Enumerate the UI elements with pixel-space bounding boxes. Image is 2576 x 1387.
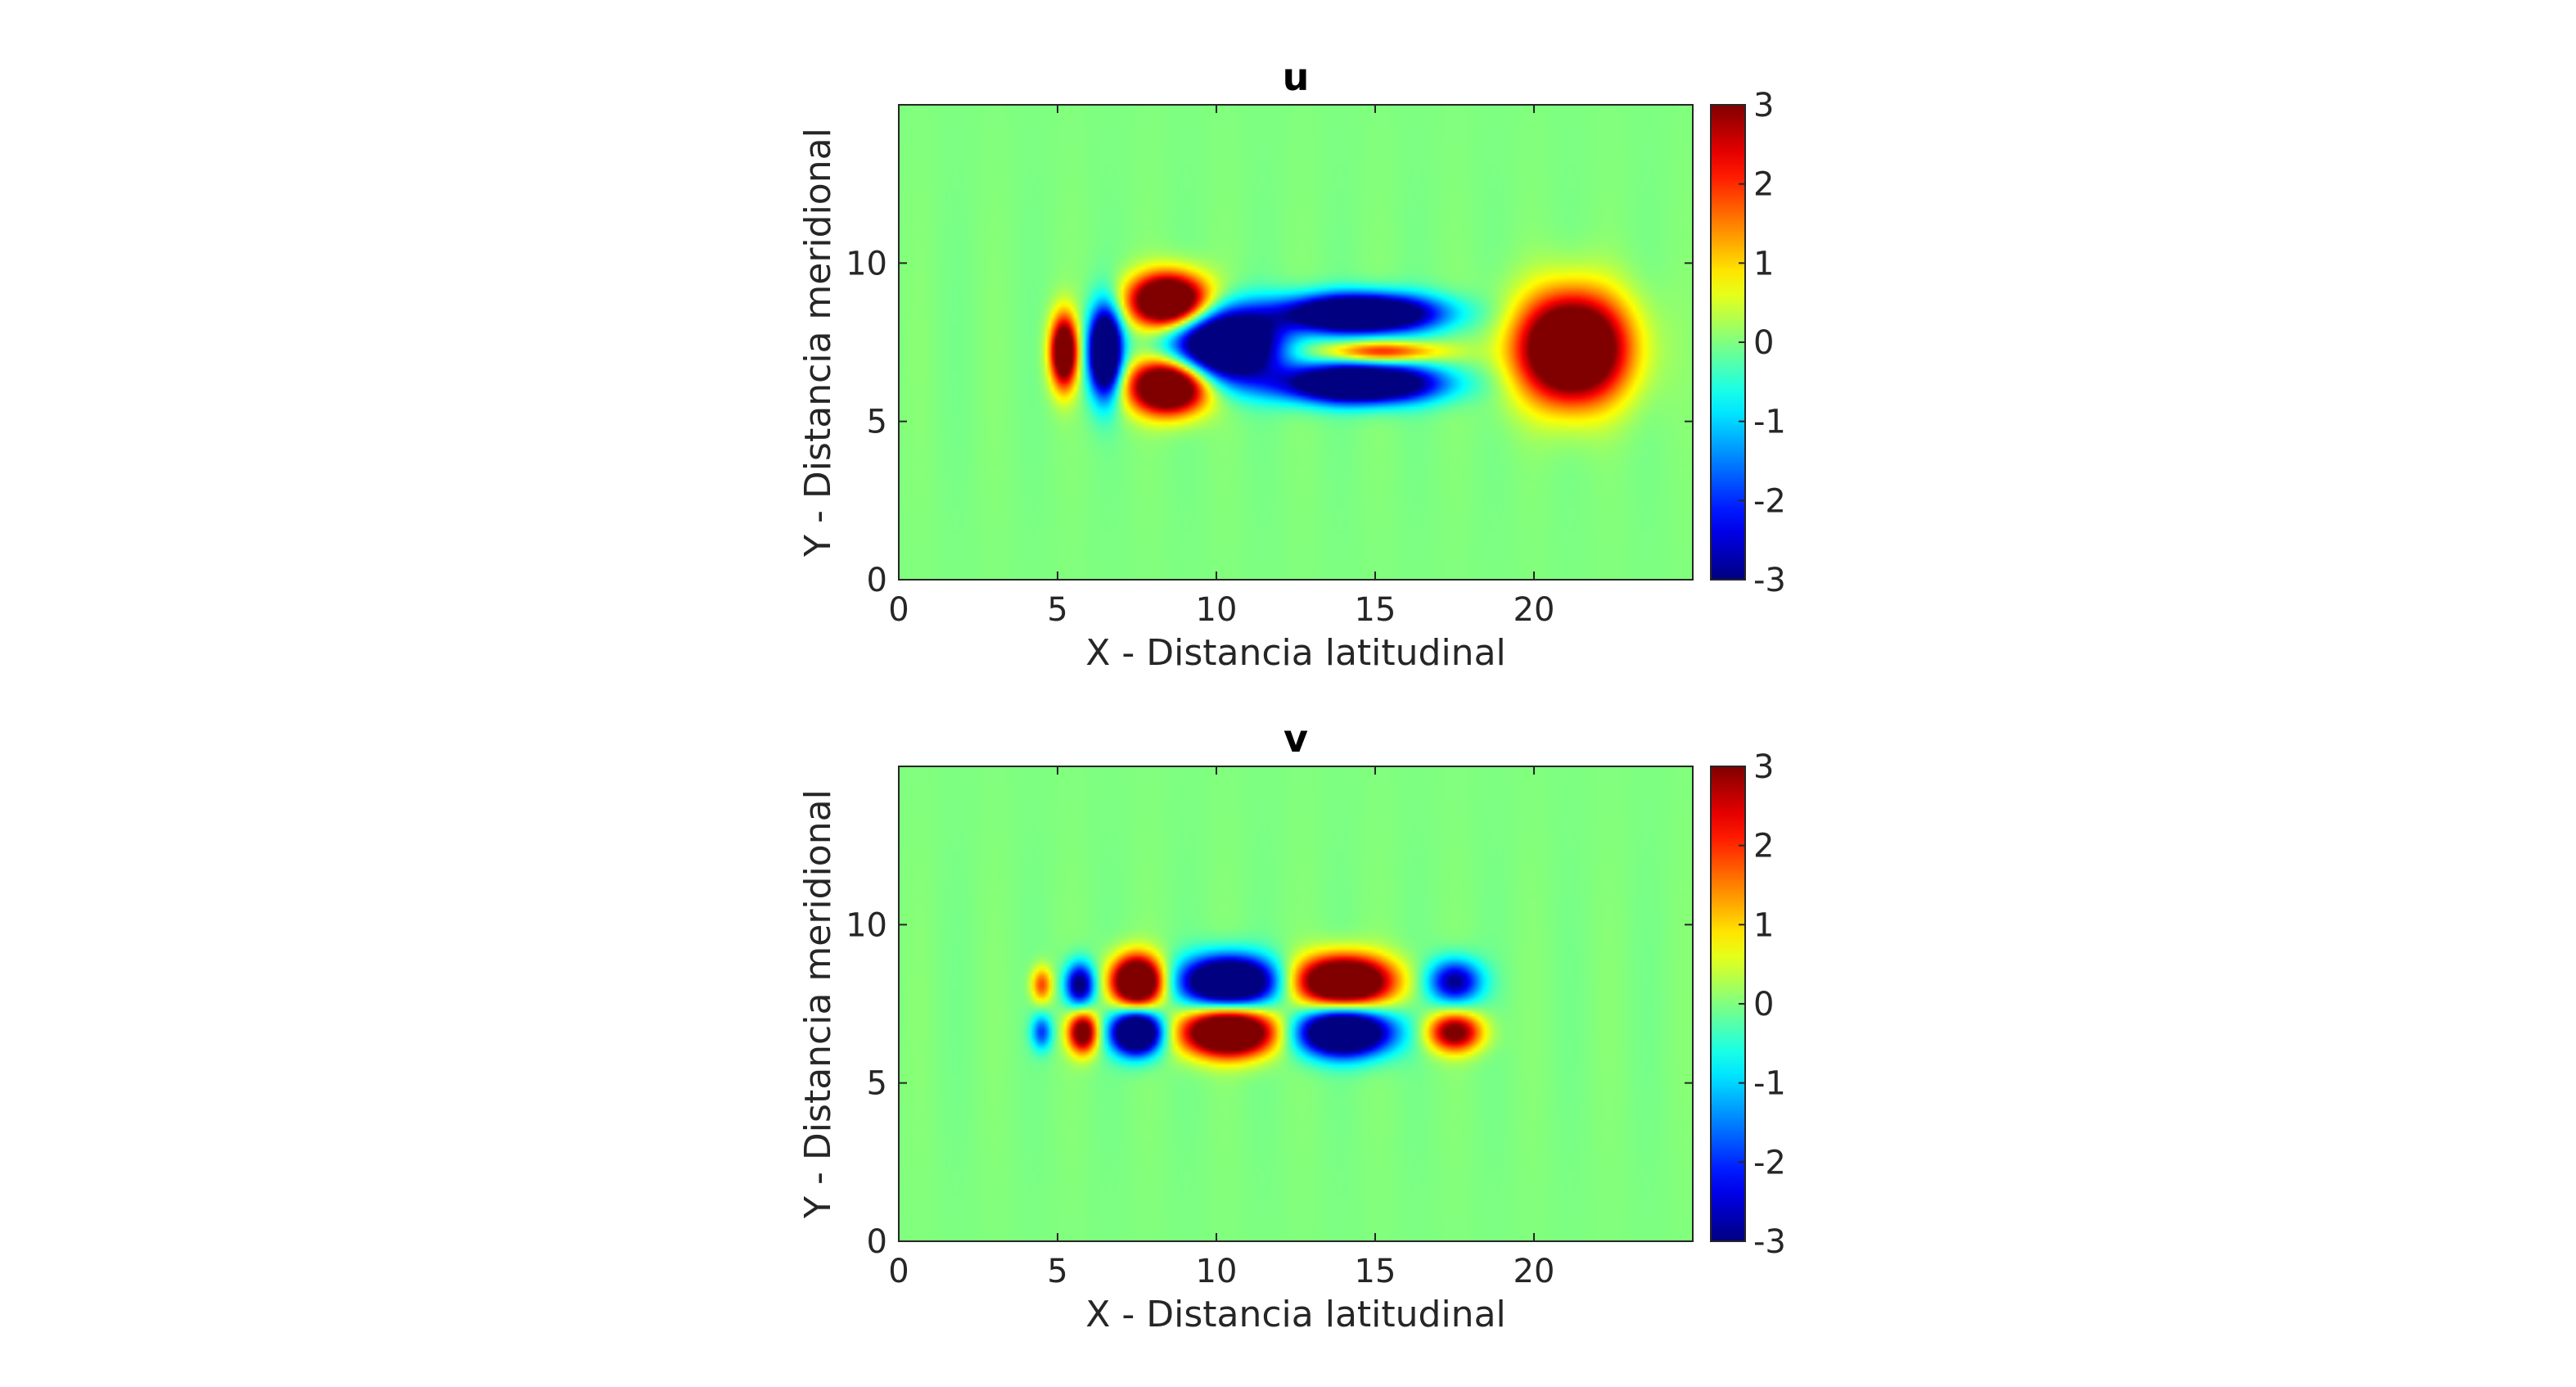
y-axis-label: Y - Distancia meridional (797, 789, 839, 1219)
y-tick-label: 0 (867, 1223, 887, 1261)
x-tick-label: 15 (1355, 1253, 1396, 1290)
colorbar-tick-label: -3 (1753, 562, 1786, 599)
y-tick-label: 5 (867, 404, 887, 441)
x-tick-label: 5 (1047, 591, 1067, 629)
colorbar-tick-label: 2 (1753, 166, 1774, 204)
x-tick-label: 15 (1355, 591, 1396, 629)
heatmap-field (899, 105, 1693, 580)
x-axis-label: X - Distancia latitudinal (1085, 1294, 1506, 1335)
plot-frame (898, 104, 1694, 581)
colorbar-tick-label: -2 (1753, 1144, 1786, 1181)
colorbar-tick-label: 1 (1753, 906, 1774, 944)
colorbar-tick-label: 1 (1753, 245, 1774, 282)
y-tick-label: 5 (867, 1065, 887, 1103)
x-axis-label: X - Distancia latitudinal (1085, 632, 1506, 674)
colorbar-tick-label: 2 (1753, 828, 1774, 865)
x-tick-label: 0 (888, 591, 909, 629)
colorbar-tick-label: 0 (1753, 324, 1774, 362)
colorbar-tick-label: -3 (1753, 1223, 1786, 1261)
x-tick-label: 5 (1047, 1253, 1067, 1290)
colorbar-tick-label: -1 (1753, 1065, 1786, 1103)
y-axis-label: Y - Distancia meridional (797, 128, 839, 558)
y-tick-label: 0 (867, 562, 887, 599)
colorbar-tick-label: 3 (1753, 87, 1774, 124)
x-tick-label: 10 (1196, 1253, 1238, 1290)
chart-title: v (1283, 716, 1308, 761)
heatmap-field (899, 766, 1693, 1241)
x-tick-label: 10 (1196, 591, 1238, 629)
colorbar-tick-label: -2 (1753, 482, 1786, 520)
plot-frame (898, 766, 1694, 1242)
x-tick-label: 20 (1514, 1253, 1555, 1290)
colorbar-tick-label: -1 (1753, 404, 1786, 441)
y-tick-label: 10 (846, 906, 887, 944)
y-tick-label: 10 (846, 245, 887, 282)
colorbar-tick-label: 0 (1753, 986, 1774, 1023)
x-tick-label: 20 (1514, 591, 1555, 629)
x-tick-label: 0 (888, 1253, 909, 1290)
colorbar-tick-label: 3 (1753, 748, 1774, 786)
chart-title: u (1283, 55, 1310, 99)
